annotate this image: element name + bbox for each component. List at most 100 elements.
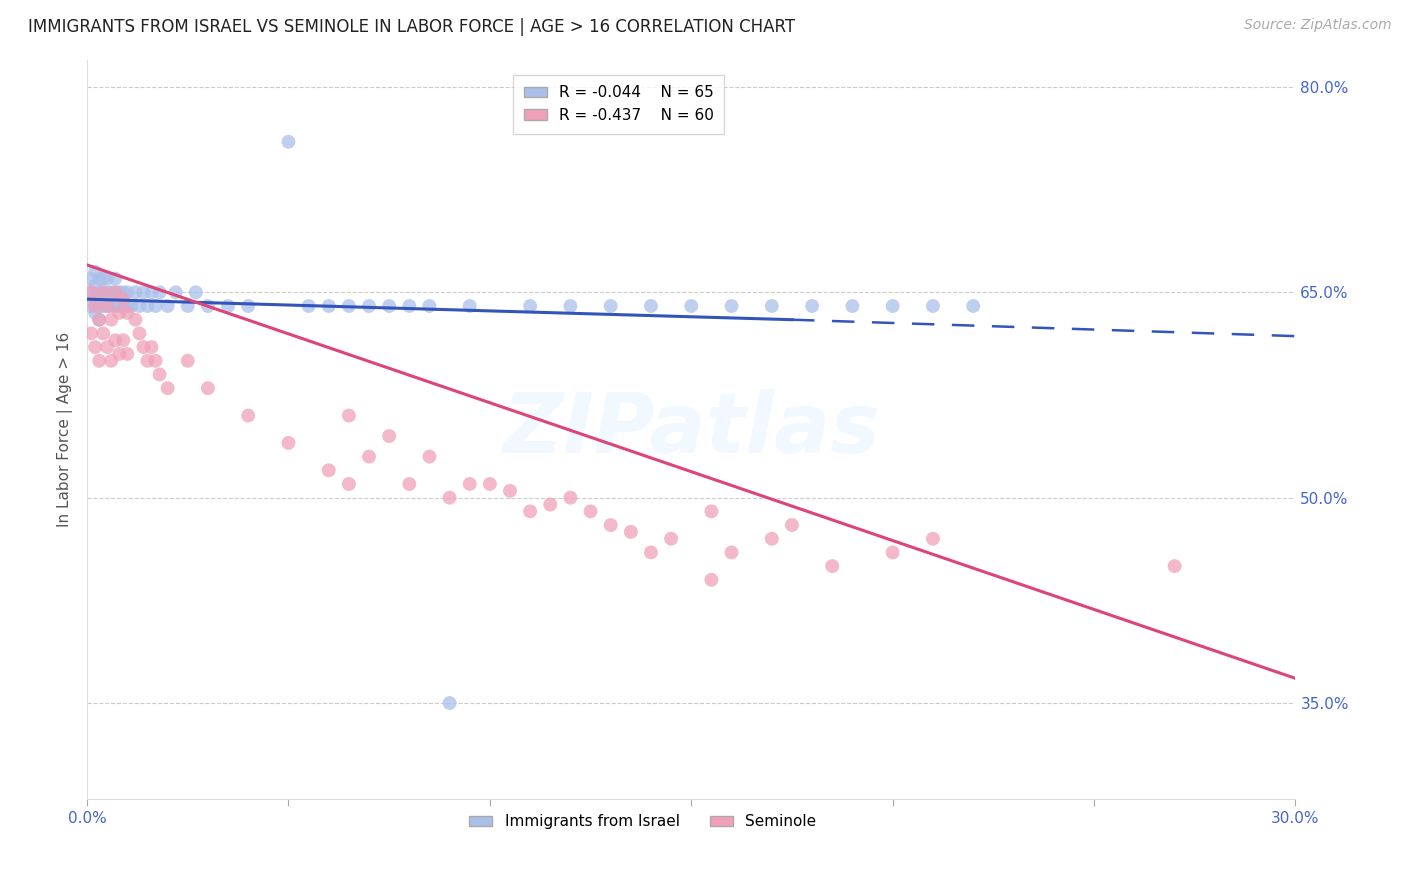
Point xyxy=(132,285,155,300)
Point xyxy=(89,312,111,326)
Point xyxy=(80,271,103,285)
Point xyxy=(96,271,118,285)
Point xyxy=(560,299,582,313)
Point xyxy=(560,491,582,505)
Point xyxy=(197,299,219,313)
Point xyxy=(801,299,824,313)
Point xyxy=(124,312,146,326)
Point xyxy=(156,381,179,395)
Point xyxy=(100,312,122,326)
Point xyxy=(84,265,107,279)
Point xyxy=(681,299,703,313)
Point xyxy=(108,299,131,313)
Point xyxy=(184,285,207,300)
Point xyxy=(100,353,122,368)
Point xyxy=(720,299,742,313)
Point xyxy=(761,532,783,546)
Point xyxy=(357,450,380,464)
Point xyxy=(91,285,114,300)
Point xyxy=(156,299,179,313)
Point xyxy=(177,299,200,313)
Point xyxy=(439,696,461,710)
Point xyxy=(136,353,159,368)
Y-axis label: In Labor Force | Age > 16: In Labor Force | Age > 16 xyxy=(58,332,73,527)
Point xyxy=(398,299,420,313)
Point xyxy=(80,285,103,300)
Point xyxy=(91,271,114,285)
Point xyxy=(519,299,541,313)
Point xyxy=(128,299,150,313)
Point xyxy=(217,299,239,313)
Point xyxy=(922,532,945,546)
Point xyxy=(882,299,904,313)
Point xyxy=(89,271,111,285)
Point xyxy=(104,285,127,300)
Point xyxy=(579,504,602,518)
Point xyxy=(117,306,139,320)
Point xyxy=(104,333,127,347)
Point xyxy=(96,340,118,354)
Point xyxy=(104,285,127,300)
Point xyxy=(720,545,742,559)
Point xyxy=(277,436,299,450)
Point xyxy=(238,299,260,313)
Point xyxy=(89,312,111,326)
Point xyxy=(80,326,103,341)
Point xyxy=(962,299,984,313)
Point xyxy=(640,299,662,313)
Point xyxy=(136,299,159,313)
Point xyxy=(84,306,107,320)
Point xyxy=(80,285,103,300)
Point xyxy=(277,135,299,149)
Point xyxy=(418,299,440,313)
Point xyxy=(841,299,863,313)
Point xyxy=(1163,559,1185,574)
Point xyxy=(599,299,621,313)
Point xyxy=(112,292,135,306)
Point xyxy=(108,306,131,320)
Point xyxy=(96,299,118,313)
Point xyxy=(538,498,561,512)
Point xyxy=(378,429,401,443)
Point xyxy=(112,299,135,313)
Point xyxy=(117,285,139,300)
Point xyxy=(337,409,360,423)
Point xyxy=(700,504,723,518)
Point xyxy=(117,347,139,361)
Point xyxy=(599,518,621,533)
Point xyxy=(148,285,170,300)
Point xyxy=(197,381,219,395)
Text: IMMIGRANTS FROM ISRAEL VS SEMINOLE IN LABOR FORCE | AGE > 16 CORRELATION CHART: IMMIGRANTS FROM ISRAEL VS SEMINOLE IN LA… xyxy=(28,18,796,36)
Point xyxy=(132,340,155,354)
Point xyxy=(89,353,111,368)
Point xyxy=(91,326,114,341)
Point xyxy=(112,333,135,347)
Point xyxy=(761,299,783,313)
Point xyxy=(124,285,146,300)
Point xyxy=(882,545,904,559)
Point xyxy=(84,292,107,306)
Text: ZIPatlas: ZIPatlas xyxy=(502,389,880,470)
Point xyxy=(141,340,163,354)
Point xyxy=(337,299,360,313)
Point xyxy=(458,299,481,313)
Point xyxy=(620,524,643,539)
Point xyxy=(141,285,163,300)
Point xyxy=(519,504,541,518)
Point xyxy=(659,532,682,546)
Point xyxy=(108,285,131,300)
Point xyxy=(89,285,111,300)
Point xyxy=(418,450,440,464)
Point xyxy=(145,299,167,313)
Point xyxy=(148,368,170,382)
Point xyxy=(84,278,107,293)
Point xyxy=(238,409,260,423)
Point xyxy=(821,559,844,574)
Point xyxy=(96,299,118,313)
Point xyxy=(318,299,340,313)
Point xyxy=(112,285,135,300)
Point xyxy=(128,326,150,341)
Point xyxy=(120,299,142,313)
Legend: Immigrants from Israel, Seminole: Immigrants from Israel, Seminole xyxy=(464,808,823,836)
Point xyxy=(700,573,723,587)
